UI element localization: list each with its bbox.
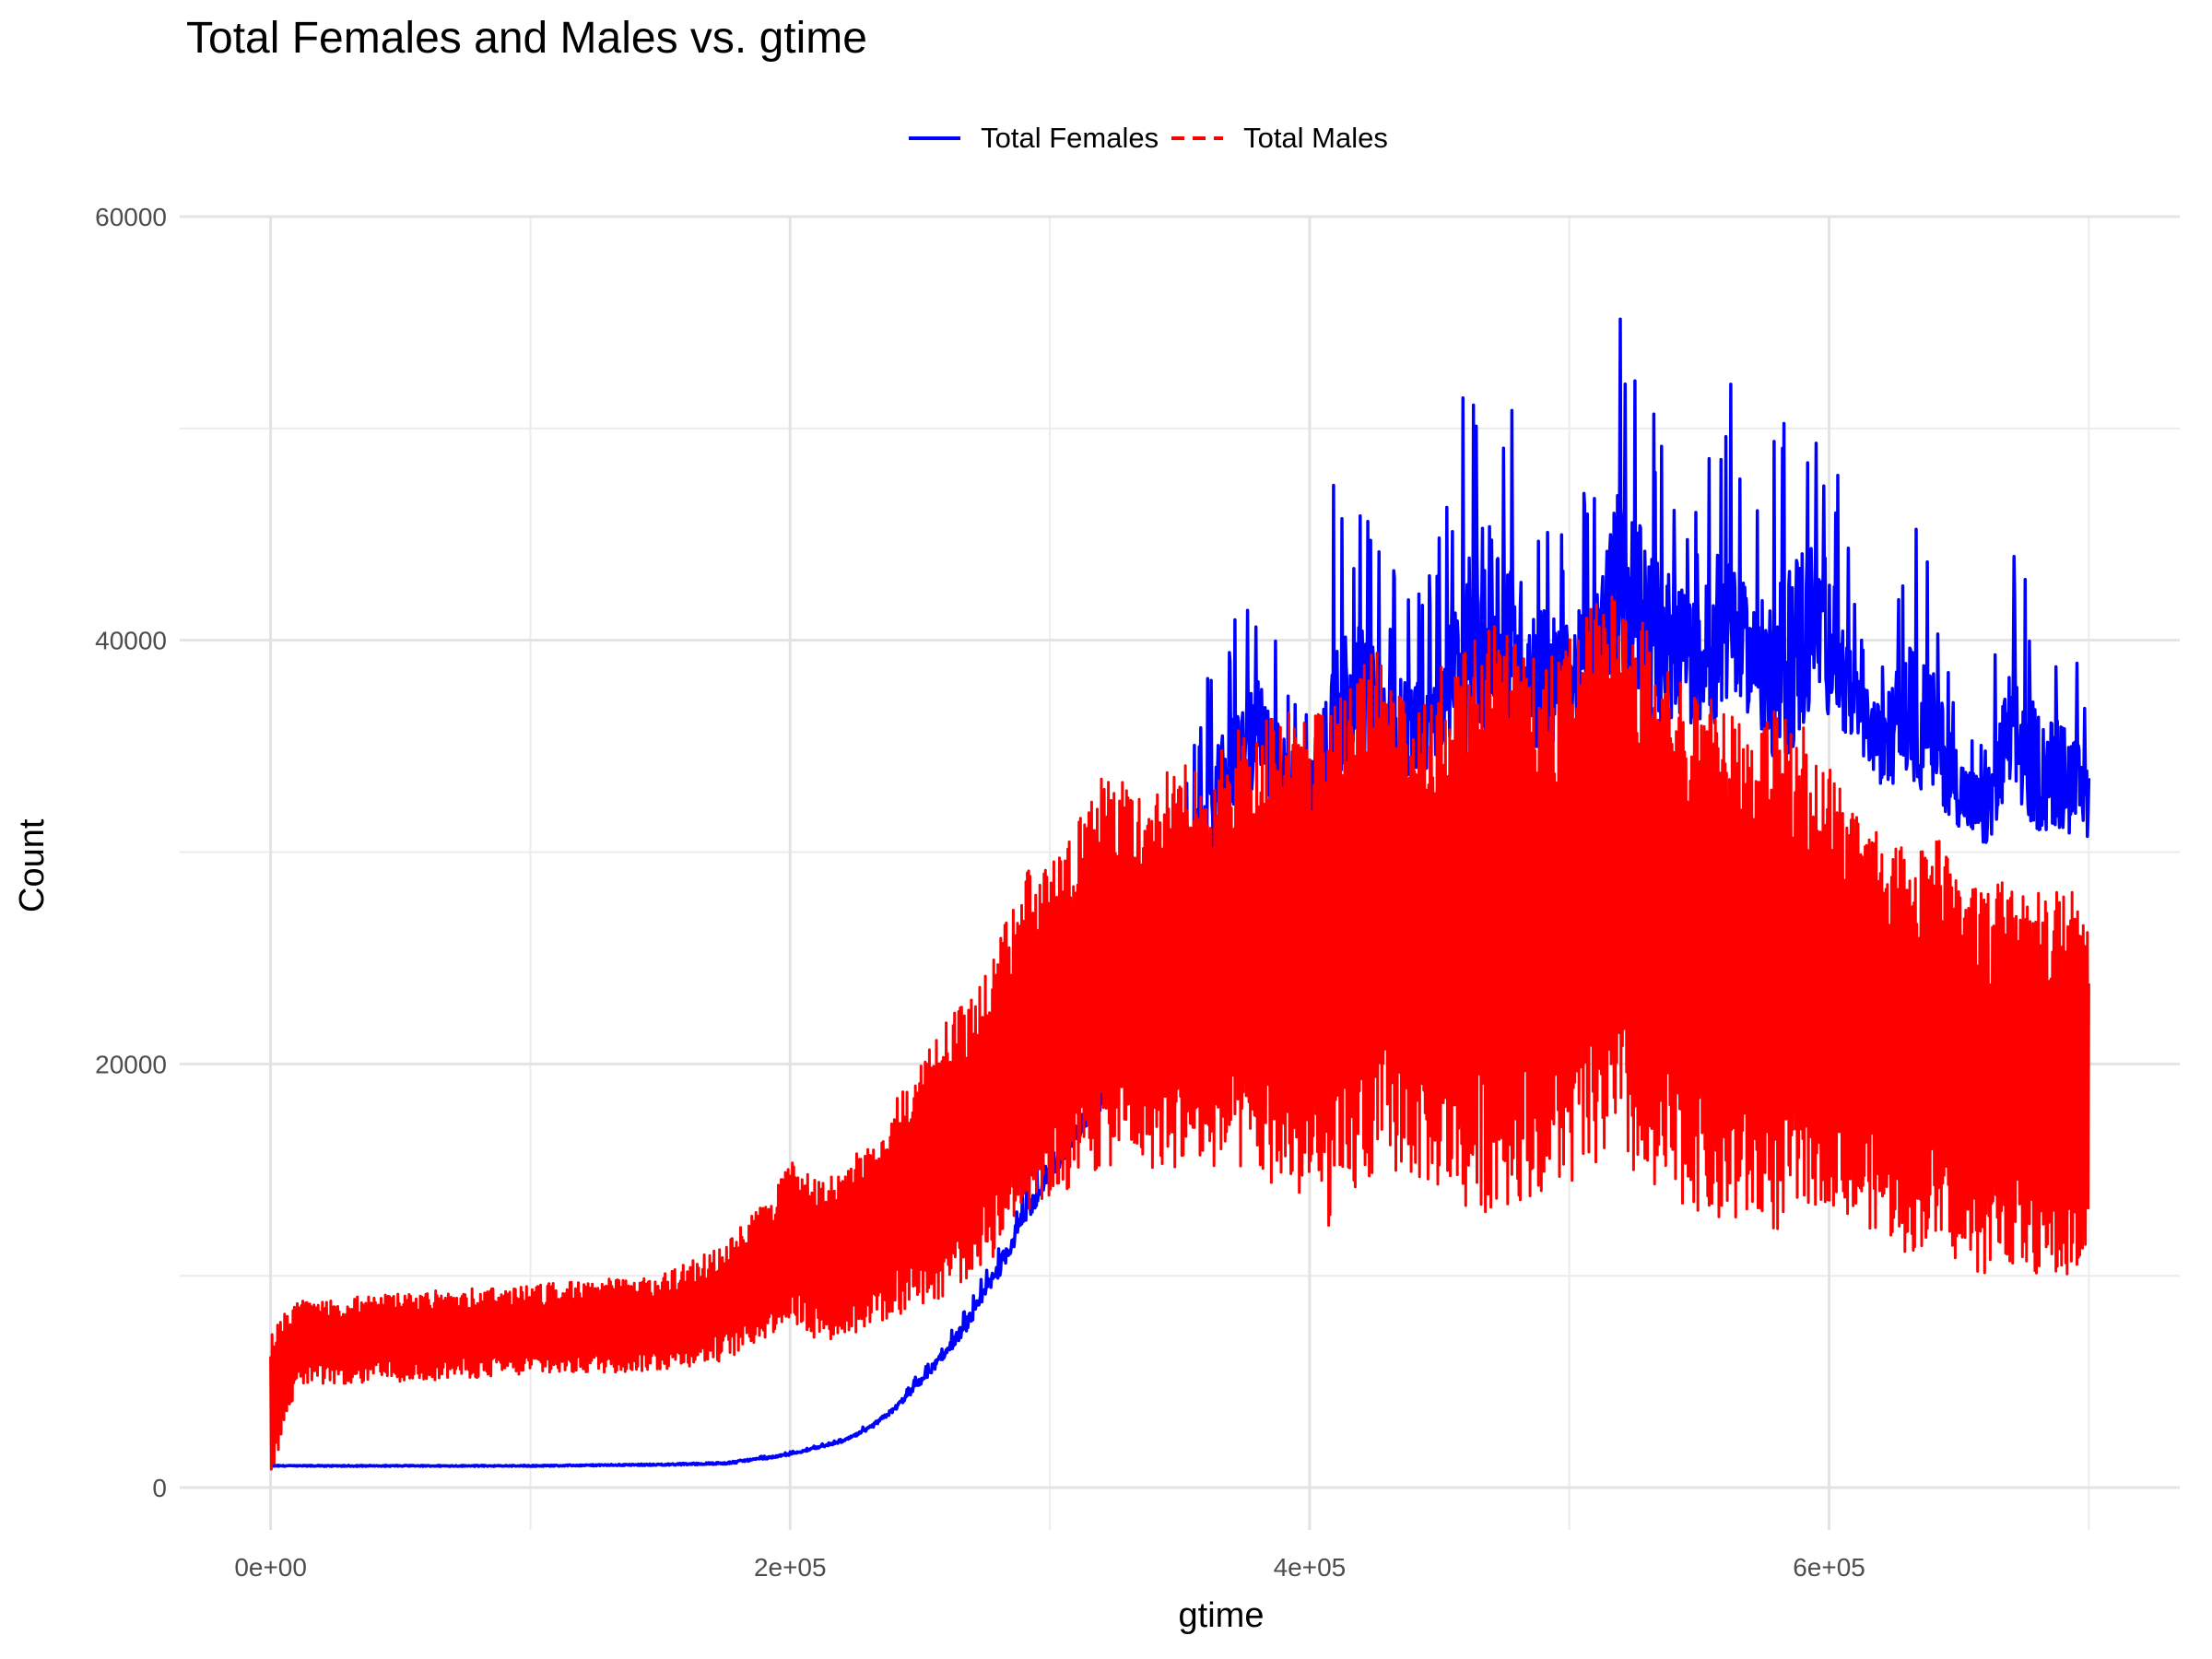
x-axis-ticks: 0e+00 2e+05 4e+05 6e+05	[234, 1553, 1865, 1582]
x-tick-label: 2e+05	[754, 1553, 827, 1582]
chart-title: Total Females and Males vs. gtime	[186, 14, 867, 63]
x-tick-label: 4e+05	[1274, 1553, 1347, 1582]
y-tick-label: 0	[152, 1474, 167, 1502]
y-tick-label: 60000	[95, 203, 167, 231]
series-line-total-males	[269, 595, 2090, 1471]
x-tick-label: 0e+00	[234, 1553, 307, 1582]
y-tick-label: 40000	[95, 627, 167, 655]
legend-label-males: Total Males	[1243, 122, 1388, 154]
x-tick-label: 6e+05	[1793, 1553, 1865, 1582]
series-layer	[269, 317, 2091, 1471]
legend-label-females: Total Females	[981, 122, 1159, 154]
legend-key-females	[909, 136, 961, 140]
legend-key-males	[1171, 136, 1224, 140]
y-axis-label: Count	[13, 818, 52, 912]
legend-item-females: Total Females	[907, 122, 1159, 155]
y-tick-label: 20000	[95, 1050, 167, 1078]
legend-item-males: Total Males	[1170, 122, 1388, 155]
y-axis-ticks: 0 20000 40000 60000	[95, 203, 167, 1502]
x-axis-label: gtime	[1178, 1596, 1265, 1635]
legend: Total Females Total Males	[0, 122, 2212, 155]
